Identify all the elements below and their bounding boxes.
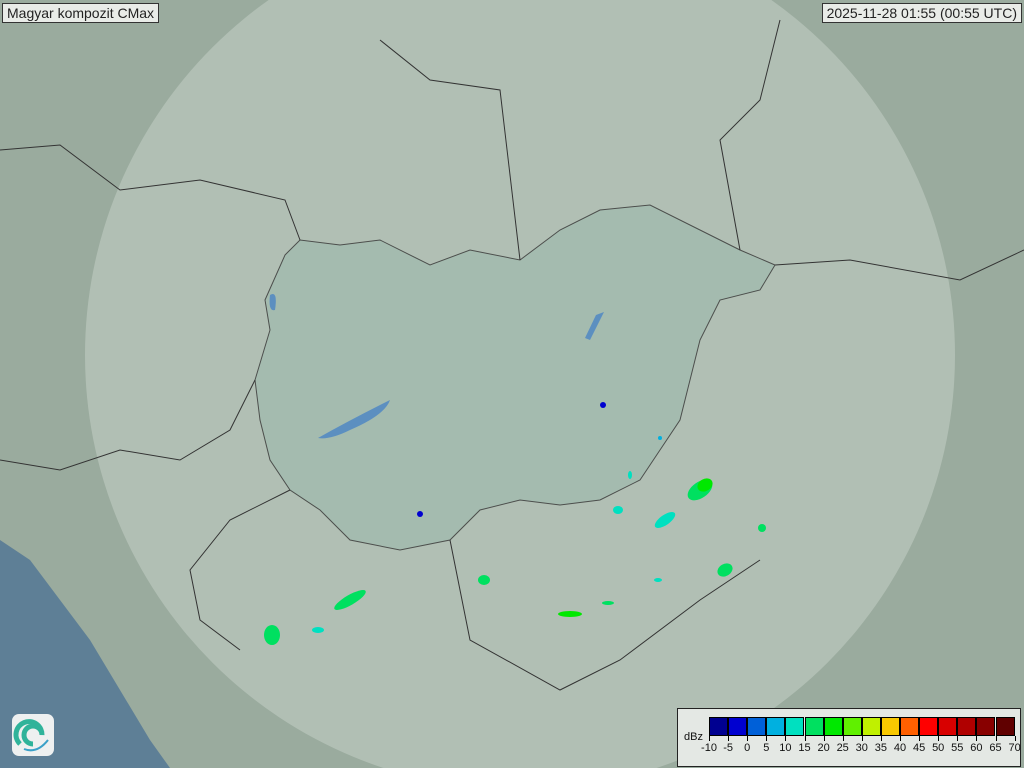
legend-label: 25 — [836, 742, 849, 754]
radar-echo — [264, 625, 280, 645]
logo-graphic — [13, 719, 49, 752]
timestamp: 2025-11-28 01:55 (00:55 UTC) — [821, 3, 1022, 23]
radar-echo — [312, 627, 324, 633]
legend-label: 0 — [744, 742, 751, 754]
legend-tick — [880, 736, 882, 741]
radar-echo — [628, 471, 632, 479]
legend-tick — [785, 736, 787, 741]
legend-unit: dBz — [684, 731, 703, 743]
radar-echoes — [264, 402, 766, 645]
legend-tick — [709, 736, 710, 741]
legend-tick — [728, 736, 730, 741]
legend-tick — [842, 736, 844, 741]
legend-swatch — [785, 717, 805, 736]
legend-tick — [900, 736, 901, 741]
radar-echo — [558, 611, 582, 617]
lake-neusiedl — [269, 294, 276, 311]
legend-tick — [919, 736, 921, 741]
legend-label: -10 — [701, 742, 717, 754]
legend-swatch — [766, 717, 786, 736]
radar-echo — [417, 511, 423, 517]
legend-swatch — [728, 717, 748, 736]
legend-swatch — [957, 717, 977, 736]
legend-label: -5 — [723, 742, 733, 754]
legend-label: 50 — [932, 742, 945, 754]
legend-swatch — [747, 717, 767, 736]
legend-label: 45 — [912, 742, 926, 754]
legend-label: 35 — [874, 742, 888, 754]
legend-tick — [804, 736, 806, 741]
legend-tick — [1014, 736, 1016, 741]
radar-echo — [334, 590, 366, 610]
legend-swatch — [804, 717, 824, 736]
legend-swatch — [709, 717, 728, 736]
legend-swatch — [842, 717, 862, 736]
adriatic-sea — [0, 540, 170, 768]
legend-tick — [976, 736, 978, 741]
radar-echo — [613, 506, 623, 514]
radar-echo — [602, 601, 614, 605]
legend-label: 55 — [951, 742, 964, 754]
legend-swatch — [880, 717, 900, 736]
legend-swatch — [919, 717, 939, 736]
radar-echo — [654, 578, 662, 582]
hungary-region — [254, 204, 776, 551]
legend-label: 20 — [817, 742, 830, 754]
legend-swatch — [938, 717, 958, 736]
dbz-legend: dBz -10 -5 0 5 10 15 20 25 30 35 40 45 50 55 60 65 70 — [677, 708, 1021, 767]
legend-tick — [938, 736, 940, 741]
radar-echo — [654, 511, 676, 529]
legend-swatch — [823, 717, 843, 736]
legend-label: 15 — [798, 742, 811, 754]
radar-echo — [600, 402, 606, 408]
legend-swatch — [995, 717, 1015, 736]
legend-label: 40 — [893, 742, 907, 754]
radar-echo — [658, 436, 662, 440]
legend-label: 10 — [779, 742, 792, 754]
radar-echo — [697, 478, 713, 492]
legend-tick — [957, 736, 959, 741]
lake-balaton — [318, 400, 390, 439]
legend-swatch — [976, 717, 996, 736]
radar-echo — [478, 575, 490, 585]
country-borders — [0, 19, 1024, 691]
map-title: Magyar kompozit CMax — [2, 3, 160, 23]
radar-echo — [717, 563, 733, 577]
legend-swatch — [900, 717, 919, 736]
legend-label: 30 — [855, 742, 868, 754]
radar-echo — [758, 524, 766, 532]
legend-swatch — [861, 717, 881, 736]
legend-label: 65 — [989, 742, 1002, 754]
legend-tick — [823, 736, 825, 741]
legend-tick — [861, 736, 863, 741]
legend-label: 70 — [1008, 742, 1021, 754]
legend-tick — [995, 736, 997, 741]
legend-label: 5 — [763, 742, 770, 754]
legend-tick — [747, 736, 749, 741]
legend-label: 60 — [970, 742, 983, 754]
lake-tisza — [585, 312, 604, 340]
swirl-logo-icon — [12, 714, 54, 756]
legend-tick — [766, 736, 768, 741]
